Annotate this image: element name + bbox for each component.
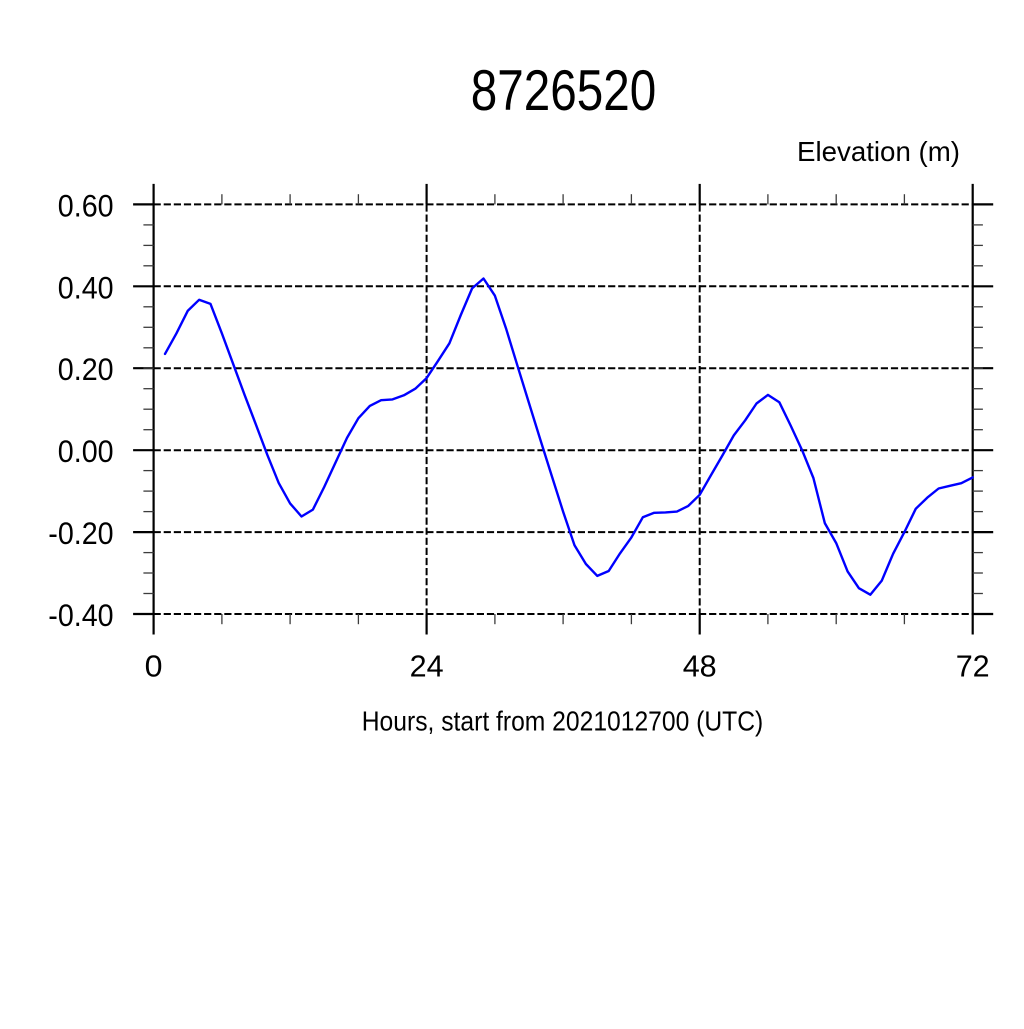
svg-text:-0.20: -0.20	[48, 516, 113, 551]
svg-text:0.20: 0.20	[58, 352, 114, 387]
svg-text:Hours, start from 2021012700 (: Hours, start from 2021012700 (UTC)	[362, 705, 764, 736]
svg-text:72: 72	[956, 649, 990, 684]
svg-text:24: 24	[410, 649, 444, 684]
svg-text:0.40: 0.40	[58, 270, 114, 305]
svg-text:0.60: 0.60	[58, 188, 114, 223]
svg-text:8726520: 8726520	[471, 59, 657, 123]
svg-text:0.00: 0.00	[58, 434, 114, 469]
svg-text:48: 48	[683, 649, 717, 684]
svg-text:-0.40: -0.40	[48, 598, 113, 633]
svg-text:Elevation (m): Elevation (m)	[797, 136, 960, 167]
svg-text:0: 0	[145, 649, 163, 684]
